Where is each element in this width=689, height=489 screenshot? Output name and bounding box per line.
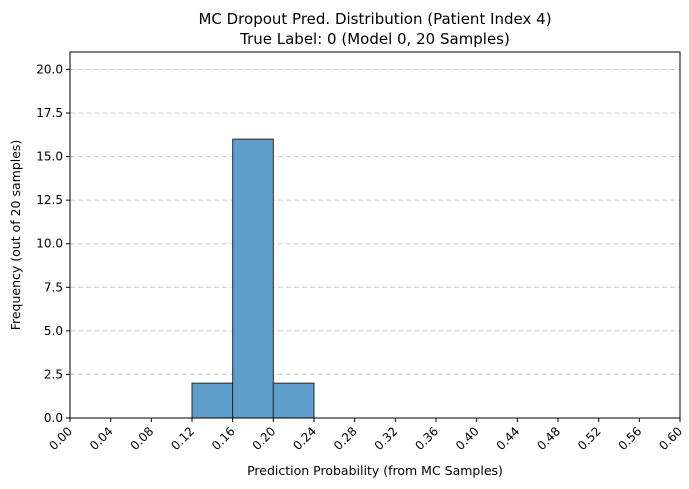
x-tick-label: 0.04 — [87, 424, 116, 453]
y-tick-label: 15.0 — [36, 150, 63, 164]
x-tick-label: 0.52 — [575, 424, 604, 453]
y-tick-label: 10.0 — [36, 237, 63, 251]
x-tick-label: 0.00 — [46, 424, 75, 453]
x-tick-label: 0.16 — [209, 424, 238, 453]
x-tick-label: 0.60 — [656, 424, 685, 453]
x-tick-label: 0.28 — [331, 424, 360, 453]
y-tick-label: 12.5 — [36, 193, 63, 207]
y-tick-label: 17.5 — [36, 106, 63, 120]
histogram-bar — [272, 382, 315, 419]
y-axis-label: Frequency (out of 20 samples) — [8, 140, 23, 331]
chart-title: MC Dropout Pred. Distribution (Patient I… — [198, 10, 551, 28]
histogram-bar — [232, 138, 274, 419]
x-tick-label: 0.24 — [290, 424, 319, 453]
plot-frame — [69, 51, 681, 419]
y-tick-label: 7.5 — [44, 280, 63, 294]
x-tick-label: 0.48 — [534, 424, 563, 453]
y-tick-label: 2.5 — [44, 367, 63, 381]
x-tick-label: 0.56 — [616, 424, 645, 453]
x-tick-label: 0.40 — [453, 424, 482, 453]
x-axis-ticks: 0.00 0.04 0.08 0.12 0.16 0.20 0.24 0.28 0.32 0.36… — [46, 418, 685, 453]
x-tick-label: 0.20 — [250, 424, 279, 453]
x-tick-label: 0.36 — [412, 424, 441, 453]
y-axis-ticks: 0.0 2.5 5.0 7.5 10.0 12.5 15.0 17.5 20.0 — [36, 62, 70, 425]
x-tick-label: 0.44 — [494, 424, 523, 453]
x-tick-label: 0.08 — [128, 424, 157, 453]
x-tick-label: 0.32 — [372, 424, 401, 453]
chart-subtitle: True Label: 0 (Model 0, 20 Samples) — [239, 30, 510, 48]
x-tick-label: 0.12 — [168, 424, 197, 453]
y-gridlines — [70, 68, 680, 375]
y-tick-label: 0.0 — [44, 411, 63, 425]
x-axis-label: Prediction Probability (from MC Samples) — [247, 463, 503, 478]
y-tick-label: 5.0 — [44, 324, 63, 338]
histogram-bars — [191, 138, 315, 419]
histogram-bar — [191, 382, 234, 419]
y-tick-label: 20.0 — [36, 62, 63, 76]
